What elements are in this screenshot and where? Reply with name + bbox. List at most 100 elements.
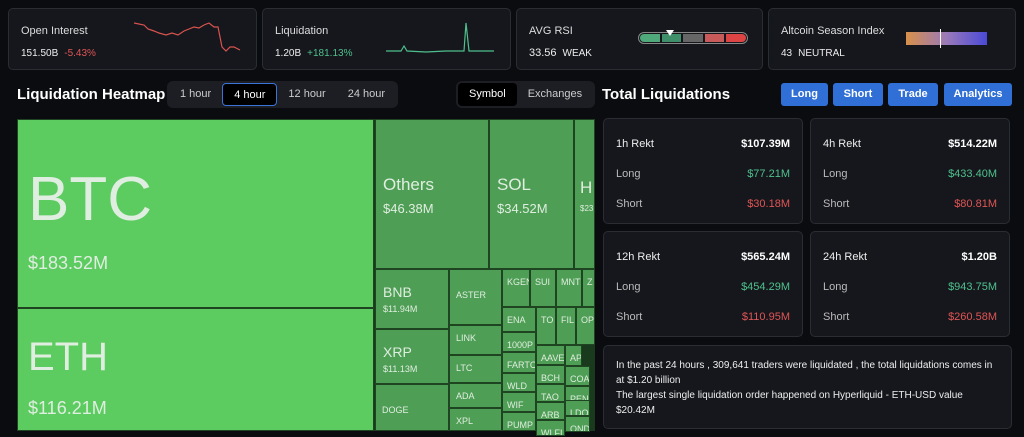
tab-symbol[interactable]: Symbol bbox=[458, 83, 517, 106]
liquidation-sparkline bbox=[386, 22, 494, 53]
stat-title: AVG RSI bbox=[529, 25, 573, 37]
stat-change: +181.13% bbox=[307, 48, 353, 59]
heatmap-cell-aave[interactable]: AAVE bbox=[536, 345, 565, 365]
heatmap-cell-1000p[interactable]: 1000P bbox=[502, 332, 536, 352]
heatmap-cell-ond[interactable]: OND bbox=[565, 416, 590, 432]
heatmap-cell-value: $183.52M bbox=[28, 253, 109, 273]
liquidation-card[interactable]: Liquidation 1.20B +181.13% bbox=[262, 8, 511, 70]
heatmap-cell-bch[interactable]: BCH bbox=[536, 365, 565, 384]
heatmap-cell-symbol: KGEN bbox=[507, 277, 530, 287]
heatmap-cell-symbol: ASTER bbox=[456, 290, 487, 300]
rekt-long-row: Long $77.21M bbox=[616, 168, 790, 180]
row-value: $943.75M bbox=[948, 281, 997, 293]
stat-title: Open Interest bbox=[21, 25, 88, 37]
heatmap-cell-arb[interactable]: ARB bbox=[536, 402, 565, 420]
heatmap-cell-wld[interactable]: WLD bbox=[502, 373, 536, 392]
heatmap-cell-doge[interactable]: DOGE bbox=[375, 384, 449, 431]
heatmap-cell-ada[interactable]: ADA bbox=[449, 383, 502, 408]
heatmap-cell-bnb[interactable]: BNB $11.94M bbox=[375, 269, 449, 329]
heatmap-cell-ap[interactable]: AP bbox=[565, 345, 582, 366]
row-value: $77.21M bbox=[747, 168, 790, 180]
heatmap-cell-others[interactable]: Others $46.38M bbox=[375, 119, 489, 269]
heatmap-cell-z[interactable]: Z bbox=[582, 269, 595, 307]
tab-1-hour[interactable]: 1 hour bbox=[180, 88, 212, 100]
heatmap-cell-symbol: ADA bbox=[456, 391, 475, 401]
row-label: Long bbox=[823, 168, 848, 180]
rekt-short-row: Short $80.81M bbox=[823, 198, 997, 210]
open-interest-card[interactable]: Open Interest 151.50B -5.43% bbox=[8, 8, 257, 70]
heatmap-cell-value: $23 bbox=[580, 204, 594, 213]
heatmap-cell-symbol: BNB bbox=[383, 284, 412, 300]
heatmap-cell-symbol: ETH bbox=[28, 335, 108, 379]
heatmap-cell-fil[interactable]: FIL bbox=[556, 307, 576, 345]
heatmap-cell-value: $34.52M bbox=[497, 201, 548, 216]
heatmap-cell-value: $11.13M bbox=[383, 364, 418, 374]
heatmap-cell-ena[interactable]: ENA bbox=[502, 307, 536, 332]
heatmap-cell-kgen[interactable]: KGEN bbox=[502, 269, 530, 307]
heatmap-cell-eth[interactable]: ETH $116.21M bbox=[17, 308, 374, 431]
heatmap-cell-symbol: LDO bbox=[570, 408, 589, 416]
stat-value: 33.56 bbox=[529, 47, 557, 59]
heatmap-cell-symbol: AAVE bbox=[541, 353, 565, 363]
avg-rsi-card[interactable]: AVG RSI 33.56 WEAK bbox=[516, 8, 763, 70]
heatmap-cell-mnt[interactable]: MNT bbox=[556, 269, 582, 307]
heatmap-cell-h[interactable]: H $23 bbox=[574, 119, 595, 269]
rekt-total-row: 1h Rekt $107.39M bbox=[616, 138, 790, 150]
row-value: $454.29M bbox=[741, 281, 790, 293]
altcoin-season-card[interactable]: Altcoin Season Index 43 NEUTRAL bbox=[768, 8, 1016, 70]
row-label: Long bbox=[616, 281, 641, 293]
tab-4-hour[interactable]: 4 hour bbox=[222, 83, 278, 106]
row-value: $107.39M bbox=[741, 138, 790, 150]
heatmap-cell-ltc[interactable]: LTC bbox=[449, 355, 502, 383]
heatmap-cell-aster[interactable]: ASTER bbox=[449, 269, 502, 325]
row-label: 1h Rekt bbox=[616, 138, 654, 150]
long-button[interactable]: Long bbox=[781, 83, 828, 106]
heatmap-cell-pump[interactable]: PUMP bbox=[502, 412, 536, 431]
heatmap-cell-xrp[interactable]: XRP $11.13M bbox=[375, 329, 449, 384]
heatmap-cell-sol[interactable]: SOL $34.52M bbox=[489, 119, 574, 269]
heatmap-cell-coa[interactable]: COA bbox=[565, 366, 590, 386]
heatmap-cell-symbol: Others bbox=[383, 175, 435, 194]
row-value: $30.18M bbox=[747, 198, 790, 210]
heatmap-cell-symbol: BCH bbox=[541, 373, 561, 383]
rsi-status: WEAK bbox=[562, 48, 592, 59]
heatmap-cell-symbol: WLFI bbox=[541, 428, 563, 436]
summary-largest: The largest single liquidation order hap… bbox=[616, 390, 963, 416]
heatmap-cell-symbol: LINK bbox=[456, 333, 477, 343]
heatmap-cell-value: $46.38M bbox=[383, 201, 434, 216]
heatmap-cell-symbol: OND bbox=[570, 424, 590, 432]
stat-title: Altcoin Season Index bbox=[781, 25, 885, 37]
heatmap-cell-wlfi[interactable]: WLFI bbox=[536, 420, 565, 436]
heatmap-cell-symbol: PEN bbox=[570, 394, 589, 402]
row-value: $514.22M bbox=[948, 138, 997, 150]
row-label: 24h Rekt bbox=[823, 251, 868, 263]
heatmap-cell-symbol: WIF bbox=[507, 400, 524, 410]
tab-24-hour[interactable]: 24 hour bbox=[347, 88, 386, 100]
heatmap-cell-to[interactable]: TO bbox=[536, 307, 556, 345]
rekt-long-row: Long $943.75M bbox=[823, 281, 997, 293]
heatmap-cell-xpl[interactable]: XPL bbox=[449, 408, 502, 431]
analytics-button[interactable]: Analytics bbox=[944, 83, 1012, 106]
heatmap-cell-symbol: ENA bbox=[507, 315, 526, 325]
rekt-card-24h: 24h Rekt $1.20B Long $943.75M Short $260.58M bbox=[810, 231, 1010, 337]
heatmap-cell-symbol: TO bbox=[541, 315, 554, 325]
tab-exchanges[interactable]: Exchanges bbox=[527, 88, 583, 100]
tab-12-hour[interactable]: 12 hour bbox=[288, 88, 326, 100]
row-label: Short bbox=[823, 198, 850, 210]
rekt-card-1h: 1h Rekt $107.39M Long $77.21M Short $30.18M bbox=[603, 118, 803, 224]
heatmap-cell-op[interactable]: OP bbox=[576, 307, 595, 345]
heatmap-cell-wif[interactable]: WIF bbox=[502, 392, 536, 412]
season-status: NEUTRAL bbox=[798, 48, 845, 59]
heatmap-cell-fartc[interactable]: FARTC bbox=[502, 352, 536, 373]
short-button[interactable]: Short bbox=[833, 83, 883, 106]
heatmap-cell-link[interactable]: LINK bbox=[449, 325, 502, 355]
heatmap-cell-sui[interactable]: SUI bbox=[530, 269, 556, 307]
heatmap-cell-symbol: ARB bbox=[541, 410, 560, 420]
heatmap-cell-tao[interactable]: TAO bbox=[536, 384, 565, 402]
trade-button[interactable]: Trade bbox=[888, 83, 938, 106]
heatmap-cell-ldo[interactable]: LDO bbox=[565, 400, 590, 416]
rsi-marker-icon bbox=[666, 30, 674, 36]
heatmap-cell-symbol: H bbox=[580, 178, 593, 197]
heatmap-cell-symbol: Z bbox=[587, 277, 593, 287]
heatmap-cell-btc[interactable]: BTC $183.52M bbox=[17, 119, 374, 308]
